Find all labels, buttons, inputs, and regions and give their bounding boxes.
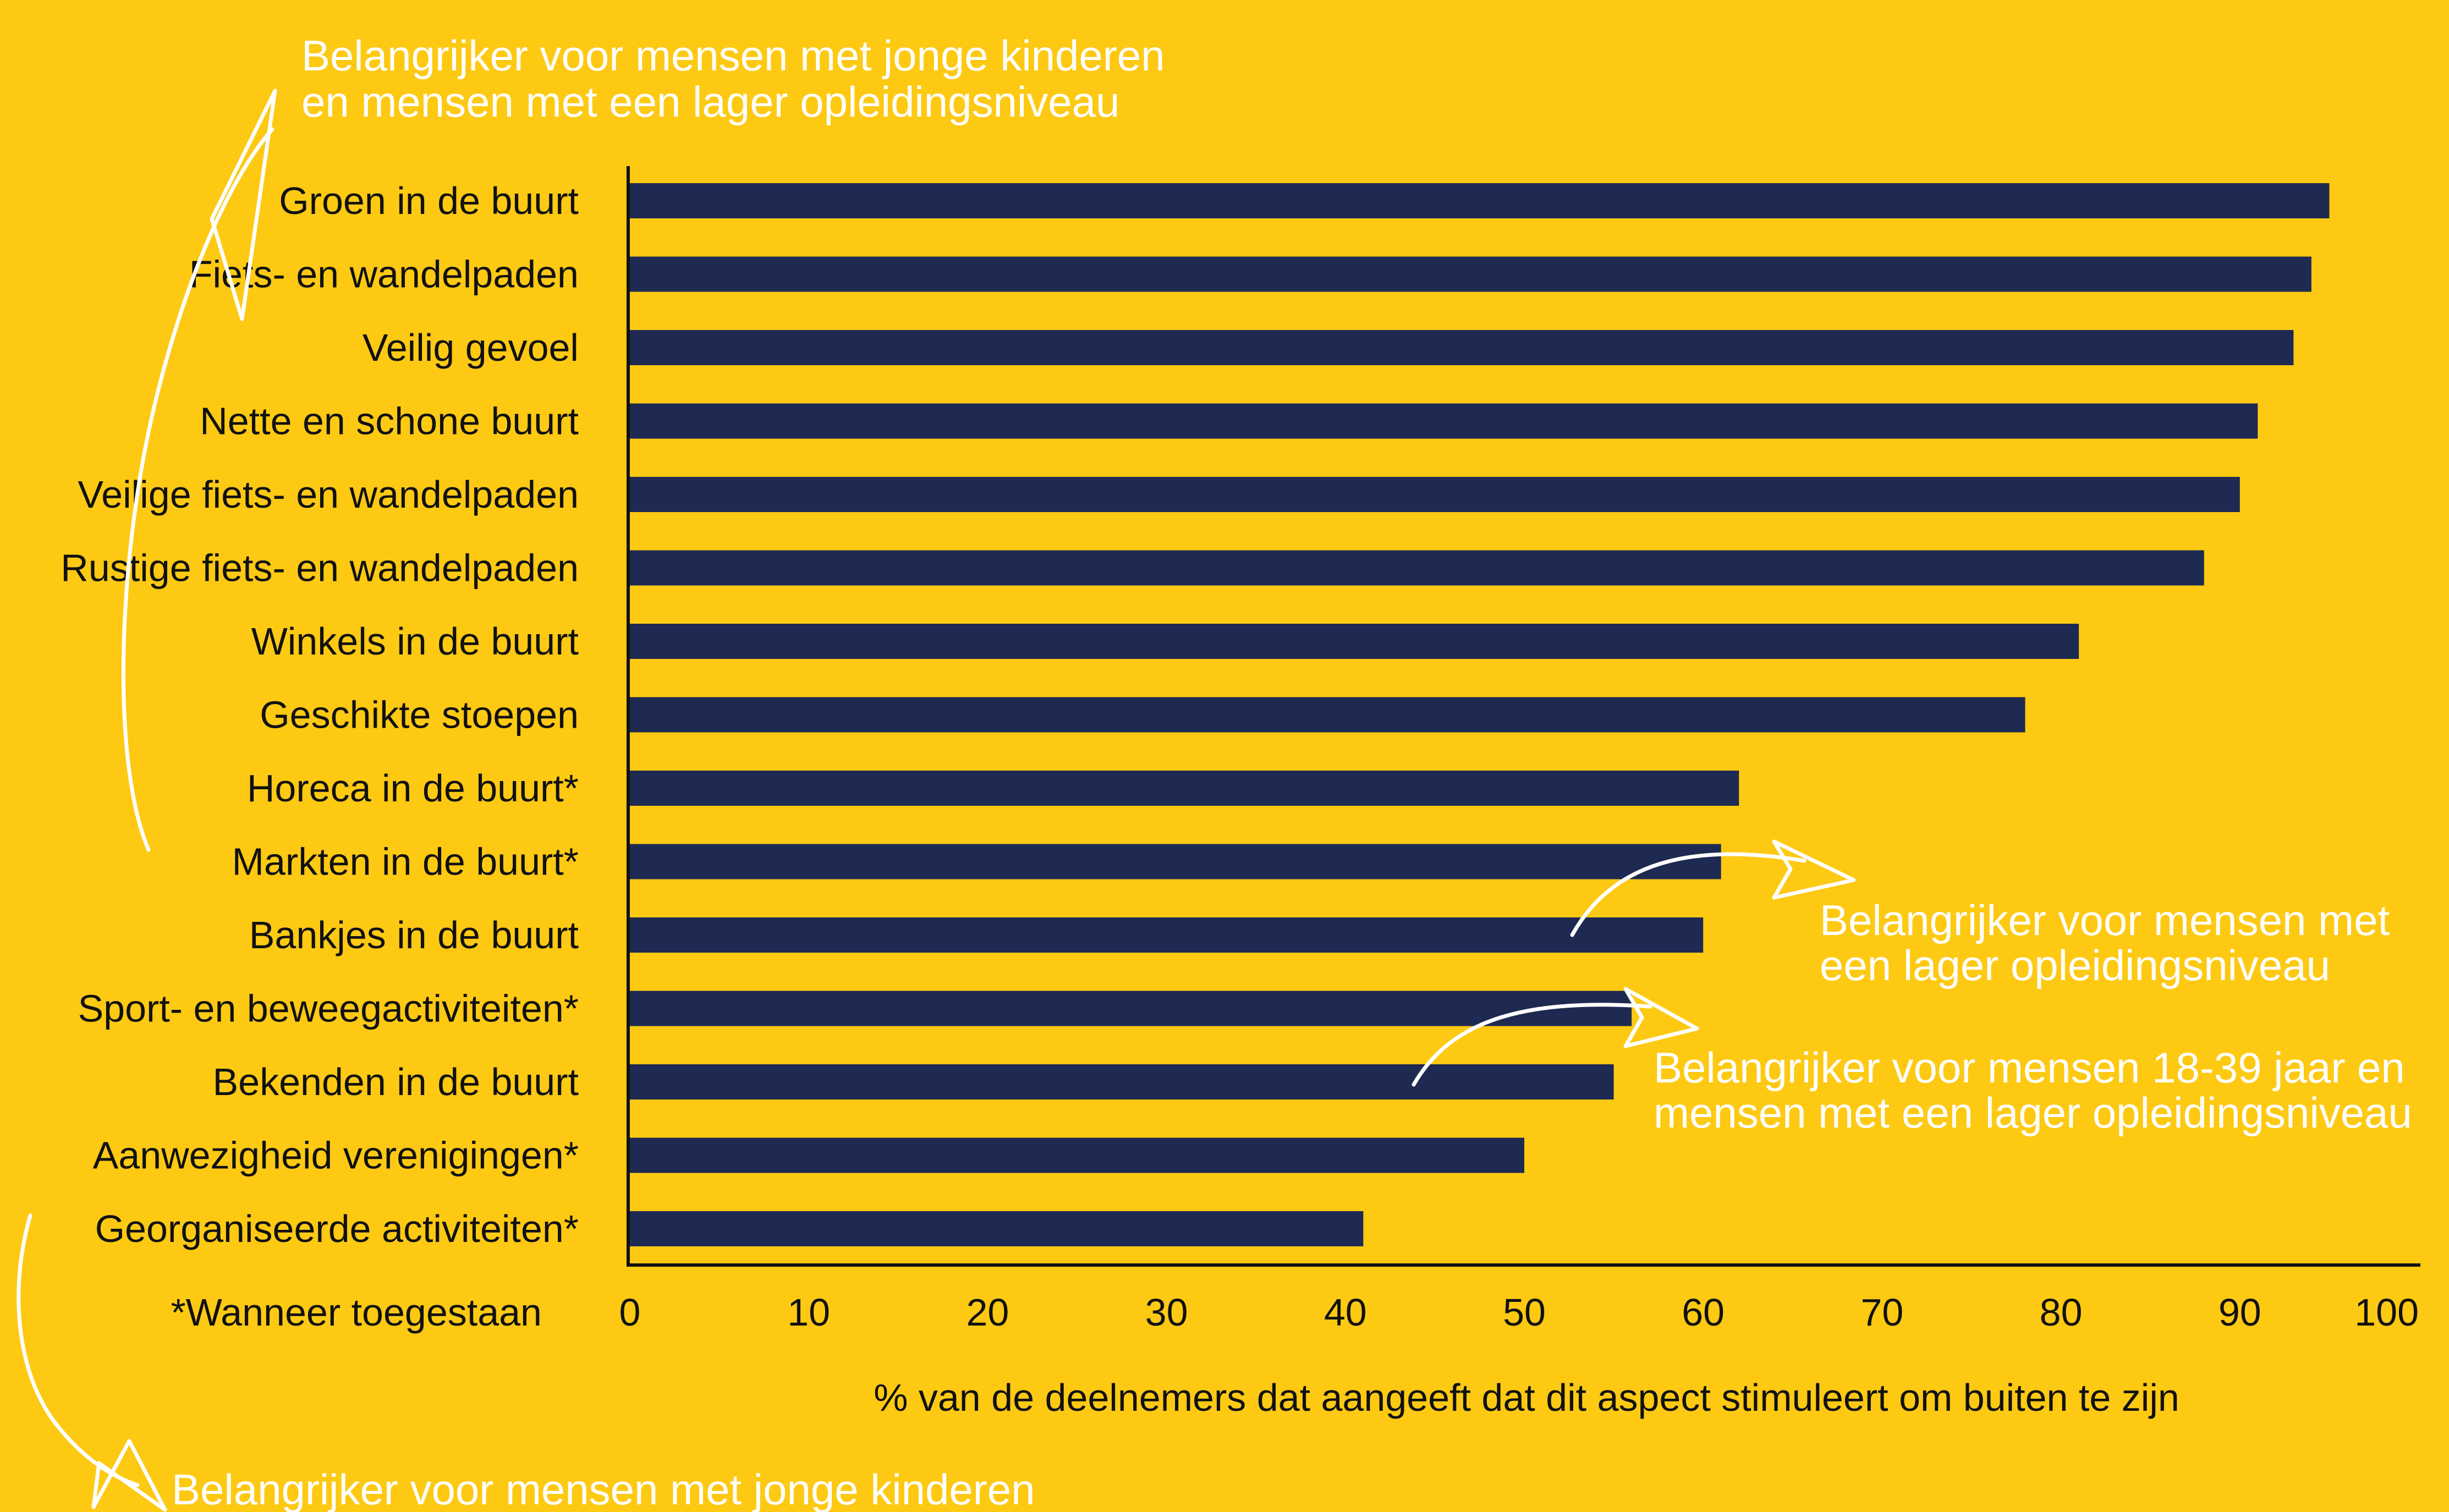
- annotation-markten-arrow-head: [1772, 839, 1856, 900]
- annotation-markten-line-2: een lager opleidingsniveau: [1820, 941, 2330, 989]
- annotation-top-arrow-line: [121, 127, 274, 852]
- annotation-markten-arrow-line: [1570, 852, 1806, 937]
- category-label: Bekenden in de buurt: [212, 1060, 579, 1103]
- x-tick-labels: 0 10 20 30 40 50 60 70 80 90 100: [619, 1291, 2419, 1334]
- annotation-bottom-arrow-line: [17, 1213, 140, 1487]
- category-label: Fiets- en wandelpaden: [189, 253, 579, 296]
- x-tick-label: 0: [619, 1291, 641, 1334]
- bar: [630, 991, 1632, 1026]
- category-label: Winkels in de buurt: [251, 620, 579, 663]
- annotation-top-line-2: en mensen met een lager opleidingsniveau: [301, 78, 1119, 126]
- category-label: Geschikte stoepen: [260, 694, 579, 736]
- bar: [630, 183, 2330, 218]
- bars-layer: [630, 183, 2330, 1246]
- annotation-bottom-line-1: Belangrijker voor mensen met jonge kinde…: [172, 1465, 1035, 1512]
- x-axis-label: % van de deelnemers dat aangeeft dat dit…: [874, 1376, 2179, 1419]
- annotation-bottom-arrow-head: [91, 1439, 167, 1512]
- x-tick-label: 80: [2040, 1291, 2083, 1334]
- bar: [630, 1211, 1364, 1246]
- category-label: Georganiseerde activiteiten*: [95, 1207, 579, 1250]
- annotation-sport-arrow-head: [1623, 987, 1699, 1048]
- x-tick-label: 90: [2219, 1291, 2261, 1334]
- annotation-sport-line-2: mensen met een lager opleidingsniveau: [1654, 1088, 2412, 1137]
- category-label: Veilig gevoel: [363, 326, 579, 369]
- bar: [630, 624, 2079, 659]
- annotation-sport: Belangrijker voor mensen 18-39 jaar en m…: [1412, 987, 2412, 1137]
- category-label: Horeca in de buurt*: [247, 767, 579, 810]
- bar: [630, 477, 2240, 512]
- x-tick-label: 60: [1682, 1291, 1725, 1334]
- bar: [630, 403, 2258, 439]
- category-label: Groen in de buurt: [279, 179, 579, 222]
- annotation-bottom: Belangrijker voor mensen met jonge kinde…: [17, 1213, 1035, 1512]
- annotation-markten-line-1: Belangrijker voor mensen met: [1820, 896, 2390, 944]
- bar: [630, 550, 2204, 586]
- category-labels: Groen in de buurt Fiets- en wandelpaden Ve…: [61, 179, 579, 1250]
- category-label: Rustige fiets- en wandelpaden: [61, 547, 579, 590]
- bar: [630, 256, 2311, 292]
- category-label: Sport- en beweegactiviteiten*: [78, 987, 579, 1030]
- annotation-markten: Belangrijker voor mensen met een lager o…: [1570, 839, 2390, 989]
- x-tick-label: 100: [2354, 1291, 2419, 1334]
- annotation-top: Belangrijker voor mensen met jonge kinde…: [121, 31, 1165, 852]
- x-tick-label: 30: [1145, 1291, 1188, 1334]
- bar: [630, 771, 1739, 806]
- x-tick-label: 40: [1324, 1291, 1367, 1334]
- annotation-sport-line-1: Belangrijker voor mensen 18-39 jaar en: [1654, 1043, 2405, 1092]
- bar: [630, 697, 2025, 733]
- category-label: Nette en schone buurt: [200, 400, 579, 443]
- annotation-top-line-1: Belangrijker voor mensen met jonge kinde…: [301, 31, 1165, 80]
- annotation-top-arrow-head: [210, 89, 277, 321]
- x-tick-label: 10: [787, 1291, 830, 1334]
- category-label: Aanwezigheid verenigingen*: [93, 1134, 579, 1177]
- bar: [630, 330, 2294, 365]
- bar: [630, 1137, 1524, 1173]
- footnote: *Wanneer toegestaan: [171, 1291, 542, 1334]
- bar: [630, 917, 1704, 953]
- annotation-sport-arrow-line: [1412, 1003, 1652, 1087]
- category-label: Veilige fiets- en wandelpaden: [78, 473, 579, 516]
- category-label: Markten in de buurt*: [232, 840, 579, 883]
- bar: [630, 844, 1721, 879]
- x-tick-label: 70: [1860, 1291, 1903, 1334]
- x-tick-label: 20: [966, 1291, 1009, 1334]
- x-tick-label: 50: [1503, 1291, 1546, 1334]
- category-label: Bankjes in de buurt: [249, 914, 579, 956]
- bar: [630, 1064, 1614, 1099]
